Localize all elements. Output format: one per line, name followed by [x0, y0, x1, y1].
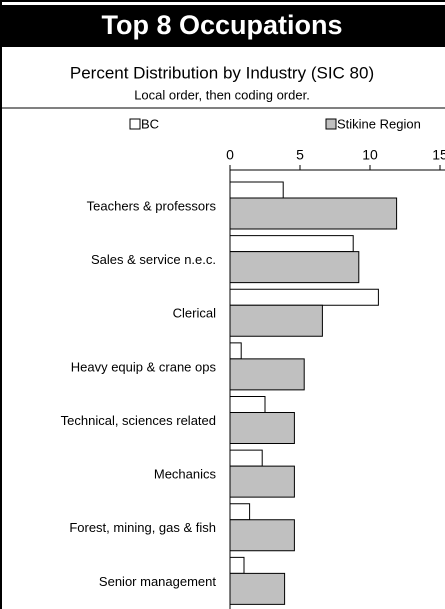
x-tick-label: 15	[432, 147, 445, 163]
x-tick-label: 10	[362, 147, 378, 163]
chart-note: Local order, then coding order.	[134, 87, 310, 102]
legend-label: BC	[141, 116, 159, 131]
y-tick-label: Mechanics	[154, 467, 217, 482]
y-tick-label: Teachers & professors	[87, 198, 217, 213]
bar	[229, 412, 295, 444]
legend-label: Stikine Region	[337, 116, 421, 131]
x-tick-label: 0	[226, 147, 234, 163]
legend-swatch	[129, 118, 141, 130]
bar	[229, 235, 354, 253]
y-tick-label: Technical, sciences related	[61, 413, 216, 428]
y-tick-label: Heavy equip & crane ops	[71, 359, 217, 374]
bar	[229, 288, 379, 306]
bar	[229, 465, 295, 498]
bar	[229, 396, 266, 413]
x-tick-label: 5	[296, 147, 304, 163]
title-bar	[2, 5, 445, 47]
bar	[229, 449, 263, 467]
bar	[229, 503, 251, 521]
y-tick-label: Forest, mining, gas & fish	[69, 520, 216, 535]
y-tick-label: Senior management	[99, 574, 216, 589]
bar	[229, 519, 295, 552]
bar	[229, 342, 242, 360]
legend-swatch	[325, 118, 337, 130]
bar	[229, 358, 305, 391]
bar	[229, 251, 360, 284]
bar	[229, 572, 286, 605]
bar	[229, 181, 284, 199]
y-tick-label: Clerical	[173, 306, 216, 321]
chart-subtitle: Percent Distribution by Industry (SIC 80…	[70, 63, 374, 82]
bar	[229, 556, 245, 574]
y-tick-label: Sales & service n.e.c.	[91, 252, 216, 267]
chart-title: Top 8 Occupations	[101, 10, 342, 40]
bar	[229, 197, 398, 230]
bar	[229, 304, 323, 337]
